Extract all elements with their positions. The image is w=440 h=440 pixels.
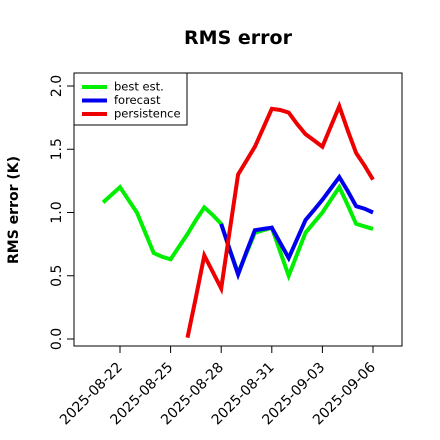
y-tick-label: 2.0: [49, 75, 65, 97]
y-axis-label: RMS error (K): [6, 156, 22, 264]
series-line-persistence: [185, 100, 375, 339]
series-layer: [101, 100, 375, 339]
legend-label: best est.: [114, 80, 164, 94]
series-line-best-est: [101, 183, 374, 282]
series-line-forecast: [219, 173, 374, 281]
chart-title: RMS error: [184, 27, 293, 49]
plot-frame: [73, 72, 403, 347]
y-axis: 0.0 0.5 1.0 1.5 2.0: [49, 75, 74, 350]
legend-label: persistence: [114, 107, 181, 121]
y-tick-label: 0.5: [49, 265, 65, 287]
x-axis: 2025-08-222025-08-252025-08-282025-08-31…: [57, 346, 379, 428]
y-tick-label: 0.0: [49, 328, 65, 350]
legend-label: forecast: [114, 93, 161, 107]
y-tick-label: 1.5: [49, 138, 65, 160]
y-tick-label: 1.0: [49, 201, 65, 223]
